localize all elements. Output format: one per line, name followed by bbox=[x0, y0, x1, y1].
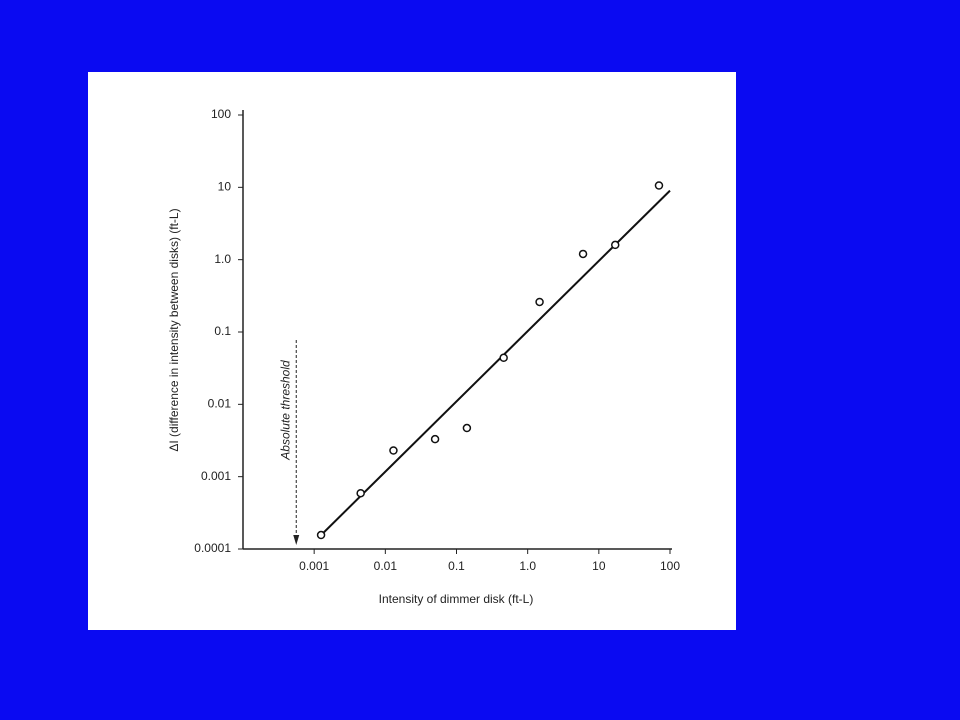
data-point bbox=[389, 446, 398, 455]
data-point bbox=[356, 488, 365, 498]
y-tick-label: 10 bbox=[218, 180, 232, 194]
data-point bbox=[578, 249, 588, 259]
x-tick-label: 1.0 bbox=[519, 559, 536, 573]
fit-line bbox=[318, 189, 671, 538]
data-point bbox=[430, 434, 440, 444]
x-axis-label: Intensity of dimmer disk (ft-L) bbox=[379, 592, 534, 606]
data-point bbox=[316, 530, 326, 540]
data-point bbox=[610, 240, 620, 250]
panel bbox=[88, 72, 736, 630]
y-axis-label: ΔI (difference in intensity between disk… bbox=[167, 208, 181, 451]
y-tick-label: 100 bbox=[211, 107, 231, 121]
x-tick-label: 10 bbox=[592, 559, 606, 573]
data-point bbox=[499, 353, 508, 363]
y-tick-label: 0.1 bbox=[214, 324, 231, 338]
data-point bbox=[535, 297, 544, 307]
x-tick-label: 0.001 bbox=[299, 559, 329, 573]
arrow-head bbox=[293, 535, 300, 545]
x-tick-label: 100 bbox=[660, 559, 680, 573]
y-tick-label: 0.001 bbox=[201, 469, 231, 483]
y-tick-label: 0.01 bbox=[208, 397, 232, 411]
y-tick-label: 0.0001 bbox=[194, 541, 231, 555]
data-point bbox=[462, 423, 472, 433]
threshold-label: Absolute threshold bbox=[278, 360, 292, 461]
y-tick-label: 1.0 bbox=[214, 252, 231, 266]
data-point bbox=[654, 181, 664, 190]
x-tick-label: 0.01 bbox=[374, 559, 398, 573]
x-tick-label: 0.1 bbox=[448, 559, 465, 573]
